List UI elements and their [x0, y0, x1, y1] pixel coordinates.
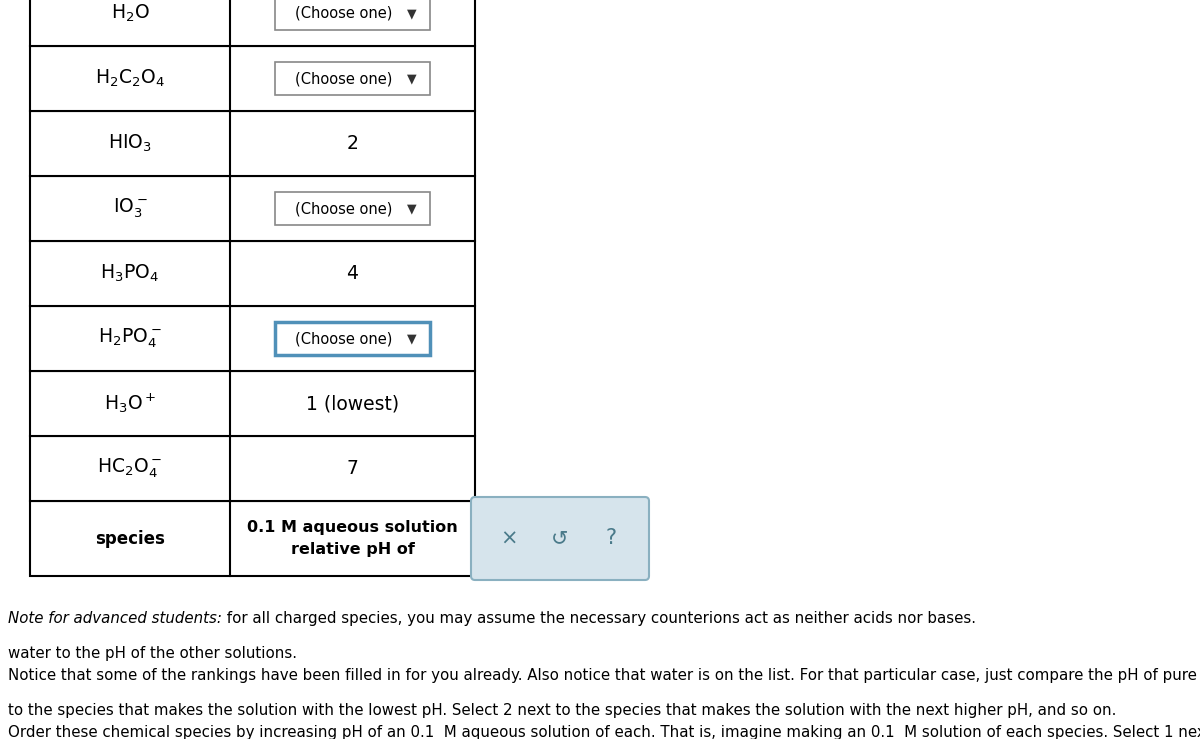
Bar [30, 176, 475, 241]
Text: 2: 2 [347, 134, 359, 153]
Text: $\mathrm{H_2PO_4^-}$: $\mathrm{H_2PO_4^-}$ [98, 327, 162, 350]
Text: $\mathrm{HC_2O_4^-}$: $\mathrm{HC_2O_4^-}$ [97, 457, 163, 480]
Bar [275, 191, 430, 225]
Text: $\mathrm{IO_3^-}$: $\mathrm{IO_3^-}$ [113, 197, 148, 220]
Text: 7: 7 [347, 459, 359, 478]
Text: relative ​pH of: relative ​pH of [290, 542, 414, 557]
Text: species: species [95, 530, 164, 548]
Text: $\mathrm{H_2C_2O_4}$: $\mathrm{H_2C_2O_4}$ [95, 68, 164, 89]
Text: water to the pH of the other solutions.: water to the pH of the other solutions. [8, 646, 298, 661]
Text: ▼: ▼ [407, 72, 416, 85]
FancyBboxPatch shape [470, 497, 649, 580]
Text: (Choose one): (Choose one) [294, 6, 392, 21]
Bar [30, 46, 475, 111]
Bar [30, 0, 475, 46]
Text: $\mathrm{H_3O^+}$: $\mathrm{H_3O^+}$ [104, 392, 156, 415]
Text: to the species that makes the solution with the lowest pH. Select 2 next to the : to the species that makes the solution w… [8, 703, 1116, 718]
Text: 1 (lowest): 1 (lowest) [306, 394, 400, 413]
Text: for all charged species, you may assume the necessary counterions act as neither: for all charged species, you may assume … [222, 610, 976, 626]
Bar [30, 436, 475, 501]
Bar [30, 371, 475, 436]
Bar [275, 0, 430, 30]
Bar [275, 61, 430, 95]
Text: ↺: ↺ [551, 528, 569, 548]
Bar [30, 111, 475, 176]
Text: ▼: ▼ [407, 202, 416, 215]
Bar [30, 241, 475, 306]
Text: Order these chemical species by increasing pH of an 0.1  M aqueous solution of e: Order these chemical species by increasi… [8, 725, 1200, 739]
Text: ×: × [500, 528, 517, 548]
Text: $\mathrm{HIO_3}$: $\mathrm{HIO_3}$ [108, 133, 152, 154]
Text: 4: 4 [347, 264, 359, 283]
Text: ?: ? [606, 528, 617, 548]
Bar [30, 306, 475, 371]
Text: ▼: ▼ [407, 7, 416, 20]
Text: ▼: ▼ [407, 332, 416, 345]
Text: 0.1 M aqueous solution: 0.1 M aqueous solution [247, 520, 458, 535]
Text: Note for advanced students:: Note for advanced students: [8, 610, 222, 626]
Text: Notice that some of the rankings have been filled in for you already. Also notic: Notice that some of the rankings have be… [8, 668, 1196, 683]
Text: (Choose one): (Choose one) [294, 71, 392, 86]
Text: $\mathrm{H_2O}$: $\mathrm{H_2O}$ [110, 3, 150, 24]
Text: (Choose one): (Choose one) [294, 331, 392, 346]
Bar [275, 321, 430, 355]
Text: (Choose one): (Choose one) [294, 201, 392, 216]
Bar [30, 501, 475, 576]
Text: $\mathrm{H_3PO_4}$: $\mathrm{H_3PO_4}$ [101, 263, 160, 285]
